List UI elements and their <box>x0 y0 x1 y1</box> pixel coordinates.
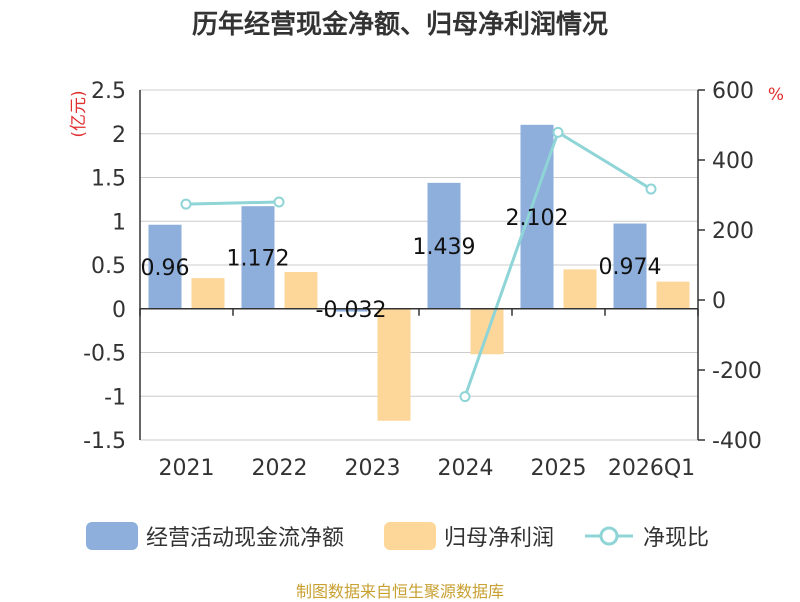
y-tick-label-left: 2 <box>112 123 126 148</box>
data-label-cashflow: 1.439 <box>413 235 476 260</box>
bar-cashflow <box>613 223 647 309</box>
y-tick-label-left: -1.5 <box>83 429 126 454</box>
legend-label-cashflow: 经营活动现金流净额 <box>146 526 345 551</box>
y-axis-title-left: (亿元) <box>69 90 89 137</box>
ratio-point <box>180 198 192 210</box>
y-tick-label-left: -1 <box>104 385 126 410</box>
bar-profit <box>656 281 690 309</box>
legend-swatch-ratio <box>585 526 633 546</box>
data-label-cashflow: 2.102 <box>506 206 569 231</box>
y-tick-label-left: 1.5 <box>91 167 126 192</box>
bar-cashflow <box>334 308 368 312</box>
bar-profit <box>377 308 411 421</box>
source-note: 制图数据来自恒生聚源数据库 <box>295 582 504 601</box>
y-tick-label-left: 0.5 <box>91 254 126 279</box>
legend: 经营活动现金流净额 归母净利润 净现比 <box>0 516 800 556</box>
bar-cashflow <box>241 206 275 309</box>
x-tick-label: 2025 <box>531 456 587 481</box>
bar-cashflow <box>427 182 461 309</box>
bar-profit <box>284 272 318 309</box>
y-tick-label-right: 600 <box>712 79 754 104</box>
data-label-cashflow: 0.974 <box>599 255 662 280</box>
y-axis-title-right: % <box>768 85 784 105</box>
legend-item-ratio[interactable]: 净现比 <box>583 516 709 556</box>
y-tick-label-right: -400 <box>712 429 762 454</box>
bar-cashflow <box>148 224 182 309</box>
data-labels: 0.96 1.172 -0.032 1.439 2.102 0.974 <box>141 206 662 323</box>
legend-item-cashflow[interactable]: 经营活动现金流净额 <box>86 516 344 556</box>
y-tick-label-right: 200 <box>712 219 754 244</box>
x-tick-label: 2022 <box>252 456 308 481</box>
x-tick-label: 2023 <box>345 456 401 481</box>
legend-item-profit[interactable]: 归母净利润 <box>384 516 554 556</box>
ratio-point <box>552 126 564 138</box>
x-tick-label: 2026Q1 <box>608 456 695 481</box>
bar-cashflow <box>520 124 554 309</box>
y-tick-label-right: 400 <box>712 149 754 174</box>
y-tick-label-left: 2.5 <box>91 79 126 104</box>
chart-title: 历年经营现金净额、归母净利润情况 <box>191 10 608 40</box>
y-tick-label-right: -200 <box>712 359 762 384</box>
legend-label-profit: 归母净利润 <box>444 526 555 551</box>
ratio-point <box>645 183 657 195</box>
y-tick-label-left: 0 <box>112 298 126 323</box>
bar-profit <box>191 278 225 309</box>
axes: 2.5 2 1.5 1 0.5 0 -0.5 -1 -1.5 600 400 200 0 -200 -400… <box>69 79 784 481</box>
chart-plot: 2.5 2 1.5 1 0.5 0 -0.5 -1 -1.5 600 400 200 0 -200 -400… <box>69 79 784 481</box>
ratio-line-segment <box>185 200 280 206</box>
bars <box>148 124 690 421</box>
x-tick-label: 2024 <box>438 456 494 481</box>
data-label-cashflow: 0.96 <box>141 256 190 281</box>
legend-swatch-cashflow <box>86 522 138 550</box>
data-label-cashflow: 1.172 <box>227 246 290 271</box>
legend-label-ratio: 净现比 <box>643 526 710 551</box>
x-tick-label: 2021 <box>159 456 215 481</box>
bar-profit <box>563 269 597 309</box>
data-label-cashflow: -0.032 <box>316 298 387 323</box>
legend-swatch-profit <box>384 522 436 550</box>
y-tick-label-left: 1 <box>112 210 126 235</box>
y-tick-label-right: 0 <box>712 289 726 314</box>
y-tick-label-left: -0.5 <box>83 342 126 367</box>
ratio-point <box>459 391 471 403</box>
ratio-point <box>273 196 285 208</box>
